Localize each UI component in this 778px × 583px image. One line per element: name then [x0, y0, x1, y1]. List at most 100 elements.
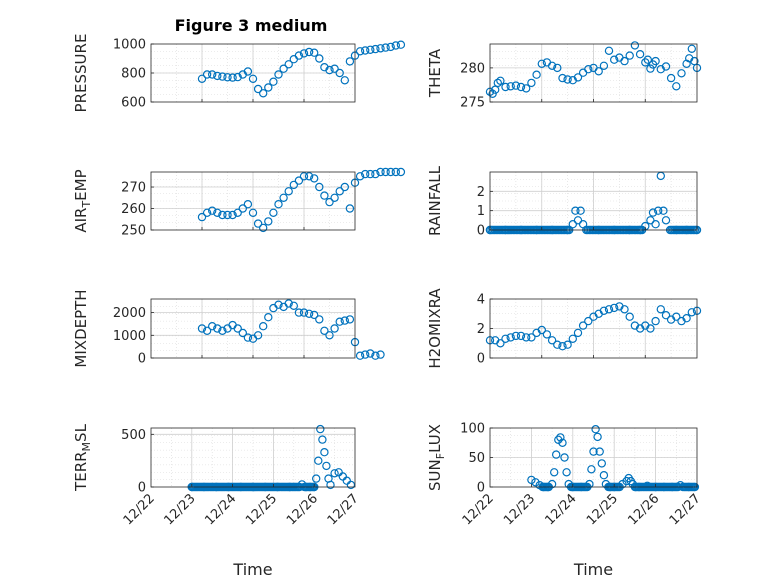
- data-point: [310, 174, 319, 183]
- data-point: [597, 459, 607, 468]
- x-axis-label: Time: [232, 560, 272, 579]
- y-tick-label: 50: [468, 451, 485, 466]
- data-point: [269, 77, 278, 86]
- data-point: [516, 331, 526, 341]
- data-point: [563, 340, 572, 349]
- data-point: [537, 59, 547, 69]
- data-point: [243, 199, 253, 209]
- y-tick-label: 270: [121, 181, 146, 196]
- data-point: [335, 187, 344, 196]
- data-point: [228, 210, 237, 220]
- data-point: [289, 55, 298, 64]
- data-point: [322, 461, 331, 471]
- data-point: [325, 197, 334, 207]
- data-point: [310, 310, 319, 320]
- data-point: [207, 206, 217, 215]
- y-tick-label: 1000: [113, 38, 146, 53]
- data-point: [677, 69, 686, 78]
- data-point: [213, 324, 222, 333]
- data-point: [197, 212, 207, 222]
- data-point: [625, 51, 634, 60]
- y-axis-label-subscript: M: [80, 442, 93, 452]
- data-point: [506, 82, 515, 91]
- data-point: [381, 167, 390, 177]
- data-point: [630, 41, 640, 50]
- data-point: [659, 206, 668, 215]
- data-point: [342, 476, 351, 485]
- x-tick-label: 12/26: [284, 491, 321, 528]
- data-point: [228, 73, 237, 82]
- data-point: [537, 325, 547, 335]
- data-point: [599, 306, 609, 315]
- y-tick-label: 1: [477, 204, 485, 219]
- data-point: [371, 44, 380, 54]
- data-point: [656, 305, 666, 314]
- data-point: [563, 75, 572, 84]
- y-axis-label: SUNFLUX: [426, 424, 447, 491]
- data-point: [284, 299, 293, 308]
- data-point: [386, 167, 395, 177]
- data-point: [366, 349, 375, 358]
- y-tick-label: 250: [121, 224, 146, 239]
- data-point: [274, 199, 283, 209]
- data-point: [330, 324, 339, 333]
- data-point: [661, 62, 671, 71]
- data-point: [651, 316, 660, 326]
- data-point: [355, 172, 365, 181]
- data-point: [558, 342, 567, 351]
- data-point: [361, 46, 370, 55]
- y-axis-label: H2OMIXRA: [426, 288, 444, 369]
- y-axis-label-subscript: T: [80, 201, 93, 209]
- x-tick-label: 12/23: [162, 491, 199, 528]
- y-tick-label: 260: [121, 202, 146, 217]
- data-point: [218, 326, 227, 335]
- data-point: [511, 331, 521, 341]
- data-point: [315, 182, 324, 192]
- x-axis-label: Time: [573, 560, 613, 579]
- data-point: [264, 313, 273, 322]
- y-tick-label: 2: [477, 322, 485, 337]
- y-tick-label: 4: [477, 293, 485, 308]
- data-point: [213, 208, 222, 217]
- y-axis-label-part: AIR: [72, 208, 90, 233]
- y-tick-label: 2000: [113, 306, 146, 321]
- data-point: [587, 465, 596, 474]
- y-axis-label: RAINFALL: [426, 165, 444, 236]
- data-point: [661, 311, 671, 320]
- y-tick-label: 1000: [113, 329, 146, 344]
- data-point: [294, 308, 304, 317]
- data-point: [279, 193, 288, 202]
- data-point: [646, 216, 655, 225]
- data-point: [396, 40, 406, 49]
- data-point: [316, 424, 325, 434]
- data-point: [573, 73, 583, 82]
- data-point: [318, 435, 327, 444]
- data-point: [330, 193, 339, 202]
- data-point: [223, 73, 232, 82]
- data-point: [269, 208, 278, 217]
- y-axis-label-part: LUX: [426, 424, 444, 453]
- data-point: [553, 340, 562, 349]
- data-point: [330, 64, 339, 73]
- data-point: [274, 300, 283, 309]
- y-tick-label: 600: [121, 96, 146, 111]
- data-point: [376, 44, 385, 53]
- data-point: [576, 206, 585, 215]
- data-point: [531, 478, 540, 487]
- y-tick-label: 2: [477, 185, 485, 200]
- x-tick-label: 12/27: [325, 491, 362, 528]
- data-point: [604, 46, 614, 56]
- y-axis-label-part: EMP: [72, 169, 90, 200]
- data-point: [238, 328, 247, 338]
- data-point: [542, 330, 552, 339]
- data-point: [625, 312, 634, 321]
- data-point: [584, 316, 593, 326]
- y-tick-label: 0: [138, 352, 146, 367]
- data-point: [391, 167, 400, 177]
- data-point: [361, 350, 370, 359]
- x-tick-label: 12/22: [460, 491, 497, 528]
- data-point: [591, 425, 600, 434]
- data-point: [218, 210, 227, 220]
- data-point: [310, 48, 319, 57]
- panel-mixdepth: 0 1000 2000 MIXDEPTH: [72, 289, 385, 368]
